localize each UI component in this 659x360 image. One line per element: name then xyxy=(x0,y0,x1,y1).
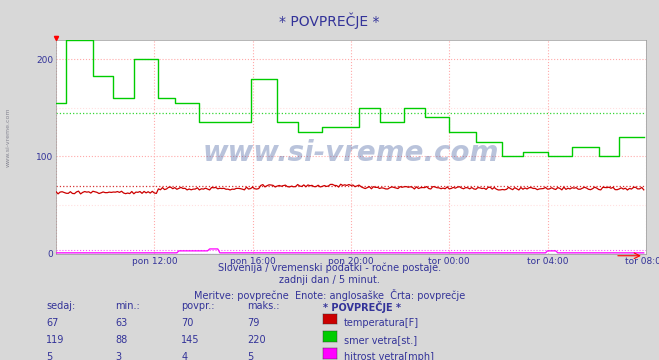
Text: hitrost vetra[mph]: hitrost vetra[mph] xyxy=(344,352,434,360)
Text: * POVPREČJE *: * POVPREČJE * xyxy=(279,13,380,29)
Text: 88: 88 xyxy=(115,335,128,345)
Text: min.:: min.: xyxy=(115,301,140,311)
Text: maks.:: maks.: xyxy=(247,301,279,311)
Text: 145: 145 xyxy=(181,335,200,345)
Text: povpr.:: povpr.: xyxy=(181,301,215,311)
Text: zadnji dan / 5 minut.: zadnji dan / 5 minut. xyxy=(279,275,380,285)
Text: 4: 4 xyxy=(181,352,187,360)
Text: 220: 220 xyxy=(247,335,266,345)
Text: Slovenija / vremenski podatki - ročne postaje.: Slovenija / vremenski podatki - ročne po… xyxy=(218,262,441,273)
Text: 70: 70 xyxy=(181,318,194,328)
Text: smer vetra[st.]: smer vetra[st.] xyxy=(344,335,417,345)
Text: sedaj:: sedaj: xyxy=(46,301,75,311)
Text: 5: 5 xyxy=(247,352,253,360)
Text: 79: 79 xyxy=(247,318,260,328)
Text: Meritve: povprečne  Enote: anglosaške  Črta: povprečje: Meritve: povprečne Enote: anglosaške Črt… xyxy=(194,289,465,301)
Text: temperatura[F]: temperatura[F] xyxy=(344,318,419,328)
Text: www.si-vreme.com: www.si-vreme.com xyxy=(5,107,11,167)
Text: 67: 67 xyxy=(46,318,59,328)
Text: 5: 5 xyxy=(46,352,52,360)
Text: 119: 119 xyxy=(46,335,65,345)
Text: * POVPREČJE *: * POVPREČJE * xyxy=(323,301,401,312)
Text: www.si-vreme.com: www.si-vreme.com xyxy=(203,139,499,167)
Text: 63: 63 xyxy=(115,318,128,328)
Text: 3: 3 xyxy=(115,352,121,360)
